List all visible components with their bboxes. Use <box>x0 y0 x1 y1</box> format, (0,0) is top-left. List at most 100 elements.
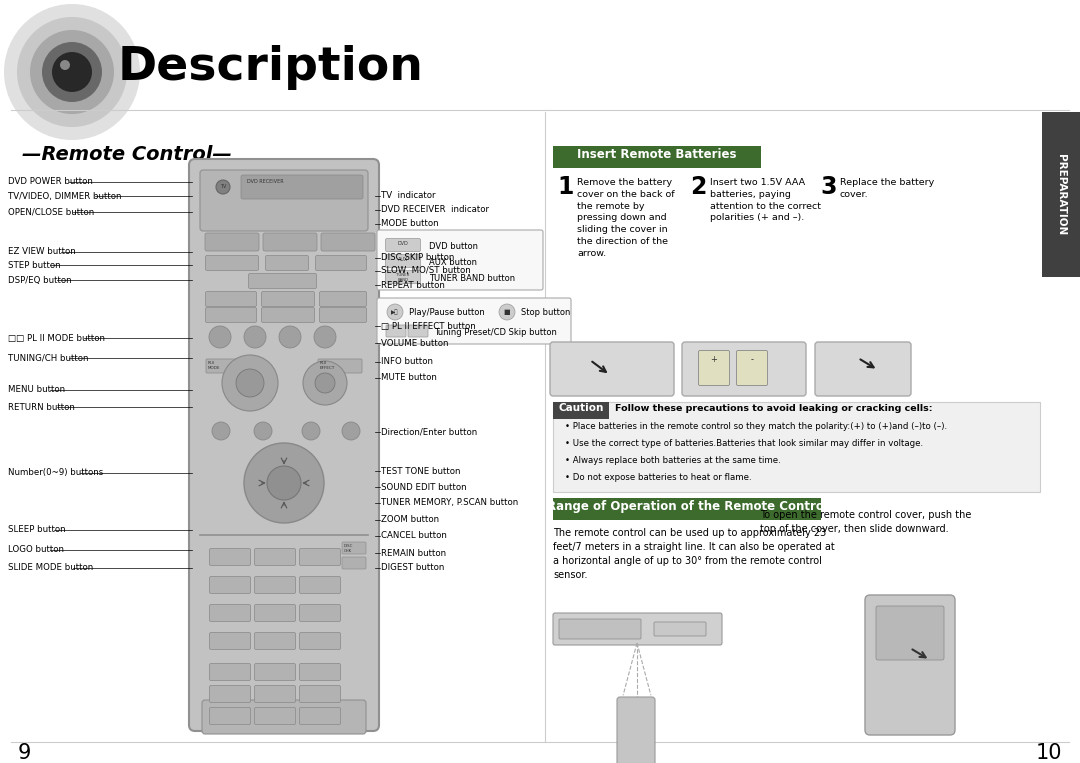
FancyBboxPatch shape <box>377 298 571 344</box>
FancyBboxPatch shape <box>299 707 340 725</box>
Text: Tuning Preset/CD Skip button: Tuning Preset/CD Skip button <box>434 328 557 337</box>
Text: VOLUME button: VOLUME button <box>381 339 448 347</box>
Text: DVD RECEIVER: DVD RECEIVER <box>247 179 284 184</box>
Text: ▶⏯: ▶⏯ <box>391 309 399 315</box>
FancyBboxPatch shape <box>315 256 366 271</box>
Text: REMAIN button: REMAIN button <box>381 549 446 558</box>
Text: TV/VIDEO, DIMMER button: TV/VIDEO, DIMMER button <box>8 192 121 201</box>
Text: OPEN/CLOSE button: OPEN/CLOSE button <box>8 208 94 217</box>
Text: INFO button: INFO button <box>381 358 433 366</box>
Text: 9: 9 <box>18 743 31 763</box>
FancyBboxPatch shape <box>210 604 251 622</box>
FancyBboxPatch shape <box>553 613 723 645</box>
FancyBboxPatch shape <box>617 697 654 763</box>
Circle shape <box>30 30 114 114</box>
Text: +: + <box>711 355 717 364</box>
Text: EZ VIEW button: EZ VIEW button <box>8 247 76 256</box>
FancyBboxPatch shape <box>320 291 366 307</box>
Text: TUNER
BAND: TUNER BAND <box>396 273 409 282</box>
FancyBboxPatch shape <box>255 577 296 594</box>
FancyBboxPatch shape <box>550 342 674 396</box>
FancyBboxPatch shape <box>205 256 258 271</box>
FancyBboxPatch shape <box>876 606 944 660</box>
FancyBboxPatch shape <box>205 291 257 307</box>
FancyBboxPatch shape <box>248 273 316 288</box>
Circle shape <box>212 422 230 440</box>
FancyBboxPatch shape <box>342 557 366 569</box>
Text: Number(0~9) buttons: Number(0~9) buttons <box>8 468 104 478</box>
FancyBboxPatch shape <box>654 622 706 636</box>
Circle shape <box>42 42 102 102</box>
Text: TEST TONE button: TEST TONE button <box>381 466 460 475</box>
FancyBboxPatch shape <box>865 595 955 735</box>
Circle shape <box>303 361 347 405</box>
FancyBboxPatch shape <box>255 664 296 681</box>
Text: Caution: Caution <box>558 403 604 413</box>
Bar <box>553 498 821 520</box>
Circle shape <box>302 422 320 440</box>
Circle shape <box>254 422 272 440</box>
FancyBboxPatch shape <box>386 325 406 337</box>
Text: RETURN button: RETURN button <box>8 403 75 411</box>
Text: Remove the battery
cover on the back of
the remote by
pressing down and
sliding : Remove the battery cover on the back of … <box>577 178 675 258</box>
FancyBboxPatch shape <box>241 175 363 199</box>
Circle shape <box>387 304 403 320</box>
Text: 2: 2 <box>690 175 706 199</box>
Bar <box>553 402 609 419</box>
Text: -: - <box>751 355 754 364</box>
FancyBboxPatch shape <box>559 619 642 639</box>
Circle shape <box>17 17 127 127</box>
Text: CANCEL button: CANCEL button <box>381 532 447 540</box>
FancyBboxPatch shape <box>210 664 251 681</box>
Text: The remote control can be used up to approximately 23
feet/7 meters in a straigh: The remote control can be used up to app… <box>553 528 835 580</box>
FancyBboxPatch shape <box>189 159 379 731</box>
FancyBboxPatch shape <box>815 342 912 396</box>
FancyBboxPatch shape <box>210 707 251 725</box>
Text: 10: 10 <box>1036 743 1062 763</box>
FancyBboxPatch shape <box>200 170 368 231</box>
Text: —Remote Control—: —Remote Control— <box>22 145 232 164</box>
Text: SLIDE MODE button: SLIDE MODE button <box>8 564 93 572</box>
Text: Description: Description <box>118 46 424 91</box>
FancyBboxPatch shape <box>210 685 251 703</box>
FancyBboxPatch shape <box>255 633 296 649</box>
Text: Direction/Enter button: Direction/Enter button <box>381 427 477 436</box>
FancyBboxPatch shape <box>408 325 428 337</box>
FancyBboxPatch shape <box>377 230 543 290</box>
FancyBboxPatch shape <box>206 359 249 373</box>
FancyBboxPatch shape <box>205 307 257 323</box>
FancyBboxPatch shape <box>255 685 296 703</box>
Text: TV  indicator: TV indicator <box>381 192 435 201</box>
Circle shape <box>237 369 264 397</box>
FancyBboxPatch shape <box>255 604 296 622</box>
Text: PLII
EFFECT: PLII EFFECT <box>320 361 336 369</box>
FancyBboxPatch shape <box>386 271 420 284</box>
Circle shape <box>244 326 266 348</box>
FancyBboxPatch shape <box>210 633 251 649</box>
Circle shape <box>499 304 515 320</box>
Text: SLOW, MO/ST button: SLOW, MO/ST button <box>381 266 471 275</box>
FancyBboxPatch shape <box>210 549 251 565</box>
Circle shape <box>52 52 92 92</box>
Text: To open the remote control cover, push the
top of the cover, then slide downward: To open the remote control cover, push t… <box>760 510 971 534</box>
FancyBboxPatch shape <box>210 577 251 594</box>
FancyBboxPatch shape <box>299 633 340 649</box>
Text: PREPARATION: PREPARATION <box>1056 154 1066 235</box>
Text: MUTE button: MUTE button <box>381 374 437 382</box>
Text: PLII
MODE: PLII MODE <box>208 361 220 369</box>
Circle shape <box>4 4 140 140</box>
Text: • Use the correct type of batteries.Batteries that look similar may differ in vo: • Use the correct type of batteries.Batt… <box>565 439 923 448</box>
Text: SOUND EDIT button: SOUND EDIT button <box>381 482 467 491</box>
Text: MODE button: MODE button <box>381 220 438 228</box>
Circle shape <box>315 373 335 393</box>
Text: REPEAT button: REPEAT button <box>381 281 445 289</box>
Text: ■: ■ <box>503 309 511 315</box>
Circle shape <box>244 443 324 523</box>
Text: Range of Operation of the Remote Control: Range of Operation of the Remote Control <box>546 500 827 513</box>
Circle shape <box>210 326 231 348</box>
Circle shape <box>279 326 301 348</box>
FancyBboxPatch shape <box>299 685 340 703</box>
Text: Stop button: Stop button <box>521 308 570 317</box>
Text: MENU button: MENU button <box>8 385 65 394</box>
Text: DVD: DVD <box>397 241 408 246</box>
